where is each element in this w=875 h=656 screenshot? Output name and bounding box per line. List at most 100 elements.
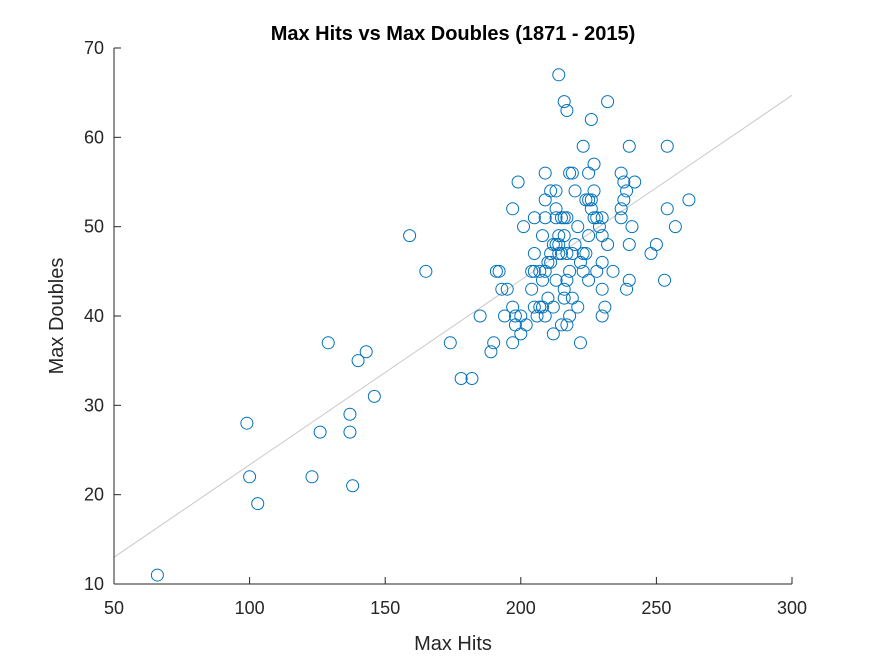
y-tick-label: 30 xyxy=(84,395,104,415)
x-axis-ticks: 50 100 150 200 250 300 xyxy=(104,577,807,618)
data-point xyxy=(595,255,609,269)
y-axis-label: Max Doubles xyxy=(46,258,68,375)
data-point xyxy=(625,220,639,234)
data-point xyxy=(565,166,579,180)
data-point xyxy=(492,264,506,278)
data-point xyxy=(573,255,587,269)
data-point xyxy=(628,175,642,189)
data-point xyxy=(538,193,552,207)
data-point xyxy=(576,246,590,260)
data-point xyxy=(527,300,541,314)
data-point xyxy=(584,193,598,207)
data-point xyxy=(560,318,574,332)
data-point xyxy=(527,211,541,225)
data-point xyxy=(649,238,663,252)
fit-line-layer xyxy=(113,94,793,558)
data-point xyxy=(489,264,503,278)
data-point xyxy=(614,166,628,180)
data-point xyxy=(533,264,547,278)
data-point xyxy=(682,193,696,207)
data-point xyxy=(519,318,533,332)
data-point xyxy=(517,220,531,234)
data-point xyxy=(660,139,674,153)
data-point xyxy=(617,175,631,189)
data-point xyxy=(582,273,596,287)
data-point xyxy=(595,309,609,323)
data-point xyxy=(541,291,555,305)
y-tick-label: 70 xyxy=(84,38,104,58)
data-point xyxy=(552,229,566,243)
data-point xyxy=(549,273,563,287)
data-point xyxy=(557,282,571,296)
data-point xyxy=(557,291,571,305)
data-point xyxy=(535,300,549,314)
data-point xyxy=(514,309,528,323)
data-point xyxy=(554,246,568,260)
data-point xyxy=(560,104,574,118)
data-point xyxy=(644,246,658,260)
data-point xyxy=(305,470,319,484)
data-point xyxy=(552,68,566,82)
data-point xyxy=(606,264,620,278)
data-point xyxy=(560,211,574,225)
data-point xyxy=(552,246,566,260)
data-point xyxy=(595,282,609,296)
data-point xyxy=(658,273,672,287)
data-point xyxy=(506,336,520,350)
data-point xyxy=(568,184,582,198)
data-point xyxy=(498,309,512,323)
data-point xyxy=(598,300,612,314)
x-tick-label: 50 xyxy=(104,598,124,618)
data-point xyxy=(576,264,590,278)
data-point xyxy=(660,202,674,216)
x-tick-label: 300 xyxy=(777,598,807,618)
data-point xyxy=(595,229,609,243)
data-point xyxy=(595,211,609,225)
y-axis-ticks: 10 20 30 40 50 60 70 xyxy=(84,38,121,594)
data-point xyxy=(465,372,479,386)
data-point xyxy=(150,568,164,582)
data-point xyxy=(622,139,636,153)
data-point xyxy=(535,273,549,287)
data-point xyxy=(251,497,265,511)
fit-line xyxy=(113,94,793,558)
data-point xyxy=(614,202,628,216)
data-point xyxy=(243,470,257,484)
x-tick-label: 250 xyxy=(641,598,671,618)
data-point xyxy=(573,336,587,350)
data-point xyxy=(582,166,596,180)
data-point xyxy=(538,309,552,323)
data-point xyxy=(584,112,598,126)
data-point xyxy=(538,211,552,225)
data-point xyxy=(620,282,634,296)
data-point xyxy=(565,291,579,305)
data-point xyxy=(622,273,636,287)
data-point xyxy=(525,282,539,296)
data-point xyxy=(592,220,606,234)
data-point xyxy=(565,246,579,260)
data-point xyxy=(343,407,357,421)
data-point xyxy=(557,229,571,243)
data-point xyxy=(544,184,558,198)
data-point xyxy=(560,246,574,260)
data-point xyxy=(557,211,571,225)
y-tick-label: 20 xyxy=(84,485,104,505)
data-point xyxy=(473,309,487,323)
data-point xyxy=(351,354,365,368)
data-point xyxy=(614,211,628,225)
data-point xyxy=(554,211,568,225)
y-tick-label: 50 xyxy=(84,217,104,237)
data-point xyxy=(601,238,615,252)
data-point xyxy=(508,309,522,323)
data-point xyxy=(419,264,433,278)
data-point xyxy=(403,229,417,243)
data-point xyxy=(563,309,577,323)
data-point xyxy=(538,264,552,278)
data-point xyxy=(487,336,501,350)
data-point xyxy=(535,229,549,243)
data-point xyxy=(554,318,568,332)
chart-title: Max Hits vs Max Doubles (1871 - 2015) xyxy=(271,23,636,45)
data-point xyxy=(346,479,360,493)
data-point xyxy=(359,345,373,359)
